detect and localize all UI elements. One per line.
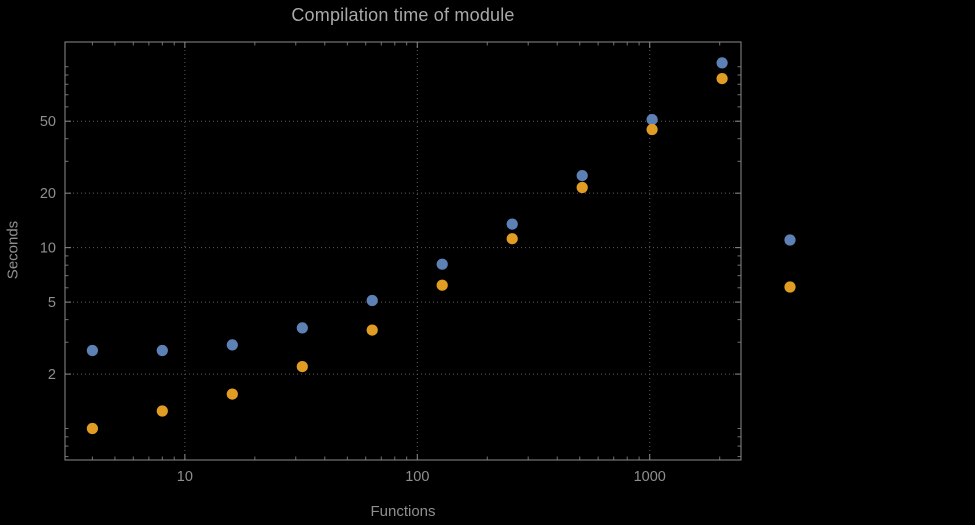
data-point <box>436 258 448 270</box>
data-point <box>296 361 308 373</box>
data-point <box>226 388 238 400</box>
data-point <box>86 344 98 357</box>
data-point <box>296 322 308 334</box>
data-point <box>366 294 378 307</box>
y-tick-label: 5 <box>48 295 56 311</box>
data-point <box>646 123 658 136</box>
tick-labels: 10 100 1000 2 5 10 20 50 <box>40 114 666 485</box>
gridlines <box>65 42 741 460</box>
y-tick-label: 10 <box>40 241 56 257</box>
data-point <box>716 73 728 85</box>
axis-ticks <box>65 42 741 460</box>
legend-marker-series-2 <box>784 281 796 293</box>
series-1-blue <box>86 57 728 357</box>
series-2-orange <box>86 73 728 435</box>
x-axis-label: Functions <box>370 503 436 520</box>
data-point <box>366 324 378 336</box>
x-tick-label: 1000 <box>634 469 666 485</box>
x-tick-label: 100 <box>405 469 429 485</box>
y-tick-label: 2 <box>48 367 56 383</box>
data-point <box>506 218 518 230</box>
y-tick-label: 20 <box>40 186 56 202</box>
data-point <box>646 114 658 126</box>
x-tick-label: 10 <box>177 469 193 485</box>
data-point <box>506 233 518 245</box>
data-point <box>86 422 98 435</box>
data-point <box>226 339 238 351</box>
data-point <box>156 344 168 357</box>
data-point <box>576 181 588 194</box>
data-point <box>716 57 728 69</box>
legend-marker-series-1 <box>784 234 796 246</box>
y-axis-label: Seconds <box>4 220 22 280</box>
data-point <box>156 405 168 417</box>
chart-title: Compilation time of module <box>291 5 515 25</box>
legend <box>784 234 796 293</box>
data-point <box>436 279 448 291</box>
data-point <box>576 170 588 182</box>
plot-frame <box>64 41 742 461</box>
y-tick-label: 50 <box>40 114 56 130</box>
